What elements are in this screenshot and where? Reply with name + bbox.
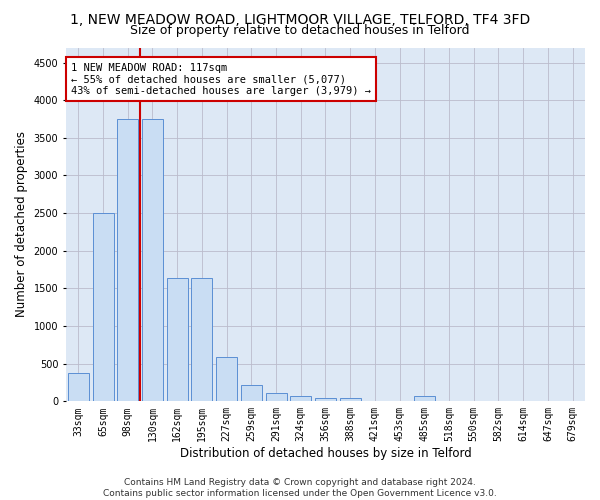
Bar <box>216 357 237 402</box>
Text: 1 NEW MEADOW ROAD: 117sqm
← 55% of detached houses are smaller (5,077)
43% of se: 1 NEW MEADOW ROAD: 117sqm ← 55% of detac… <box>71 62 371 96</box>
Text: 1, NEW MEADOW ROAD, LIGHTMOOR VILLAGE, TELFORD, TF4 3FD: 1, NEW MEADOW ROAD, LIGHTMOOR VILLAGE, T… <box>70 12 530 26</box>
Bar <box>315 398 336 402</box>
Bar <box>191 278 212 402</box>
Bar <box>340 398 361 402</box>
Text: Contains HM Land Registry data © Crown copyright and database right 2024.
Contai: Contains HM Land Registry data © Crown c… <box>103 478 497 498</box>
Bar <box>241 385 262 402</box>
Bar <box>92 213 113 402</box>
Bar <box>290 396 311 402</box>
Bar <box>117 119 138 402</box>
Text: Size of property relative to detached houses in Telford: Size of property relative to detached ho… <box>130 24 470 37</box>
Bar <box>68 374 89 402</box>
Bar <box>142 119 163 402</box>
Bar <box>414 396 435 402</box>
X-axis label: Distribution of detached houses by size in Telford: Distribution of detached houses by size … <box>179 447 472 460</box>
Bar <box>266 393 287 402</box>
Bar <box>167 278 188 402</box>
Y-axis label: Number of detached properties: Number of detached properties <box>15 132 28 318</box>
